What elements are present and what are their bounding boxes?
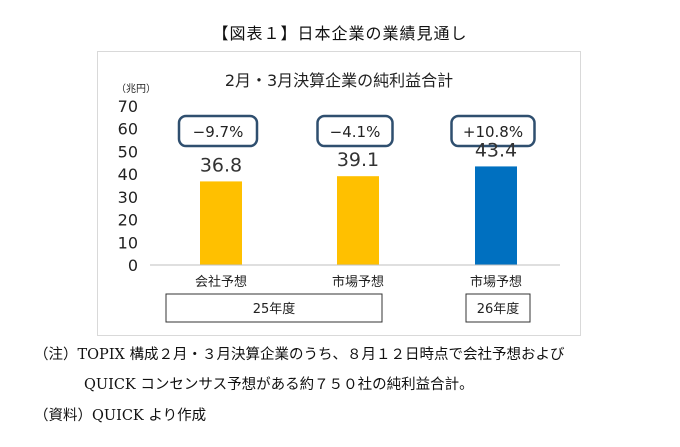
y-tick-label: 30 bbox=[118, 188, 138, 207]
year-group-boxes: 25年度 26年度 bbox=[165, 293, 531, 323]
y-axis-unit-label: （兆円） bbox=[116, 84, 156, 95]
value-labels: 36.8 39.1 43.4 bbox=[200, 139, 517, 176]
value-label: 39.1 bbox=[337, 149, 379, 171]
year-group-label: 26年度 bbox=[477, 301, 520, 317]
y-tick-label: 20 bbox=[118, 211, 138, 230]
bar bbox=[475, 166, 517, 265]
y-tick-label: 40 bbox=[118, 165, 138, 184]
category-label: 市場予想 bbox=[332, 274, 384, 290]
change-badge-label: +10.8% bbox=[463, 123, 523, 141]
y-tick-label: 70 bbox=[118, 97, 138, 116]
change-badges: −9.7% −4.1% +10.8% bbox=[177, 114, 536, 148]
y-tick-label: 0 bbox=[128, 256, 138, 275]
change-badge-label: −4.1% bbox=[330, 123, 381, 141]
value-label: 36.8 bbox=[200, 154, 242, 176]
y-tick-label: 10 bbox=[118, 233, 138, 252]
y-tick-label: 60 bbox=[118, 120, 138, 139]
y-axis-ticks: 0 10 20 30 40 50 60 70 bbox=[118, 97, 138, 275]
value-label: 43.4 bbox=[475, 139, 517, 161]
change-badge-label: −9.7% bbox=[193, 123, 244, 141]
chart-title: 2月・3月決算企業の純利益合計 bbox=[224, 71, 454, 90]
bar bbox=[337, 176, 379, 265]
change-badge-box bbox=[316, 114, 394, 148]
change-badge-box bbox=[450, 114, 536, 148]
category-label: 市場予想 bbox=[470, 274, 522, 290]
note-1-line-1: （注）TOPIX 構成２月・３月決算企業のうち、８月１２日時点で会社予想および bbox=[34, 347, 565, 363]
year-group-box bbox=[465, 293, 531, 323]
category-label: 会社予想 bbox=[195, 274, 247, 290]
y-tick-label: 50 bbox=[118, 142, 138, 161]
year-group-box bbox=[165, 293, 383, 323]
bar bbox=[200, 181, 242, 265]
year-group-label: 25年度 bbox=[253, 301, 296, 317]
note-source: （資料）QUICK より作成 bbox=[34, 408, 207, 424]
note-1-line-2: QUICK コンセンサス予想がある約７５０社の純利益合計。 bbox=[84, 377, 474, 393]
change-badge-box bbox=[177, 114, 259, 148]
bars bbox=[200, 166, 517, 265]
figure-title: 【図表１】日本企業の業績見通し bbox=[212, 24, 468, 43]
category-labels: 会社予想 市場予想 市場予想 bbox=[195, 274, 522, 290]
